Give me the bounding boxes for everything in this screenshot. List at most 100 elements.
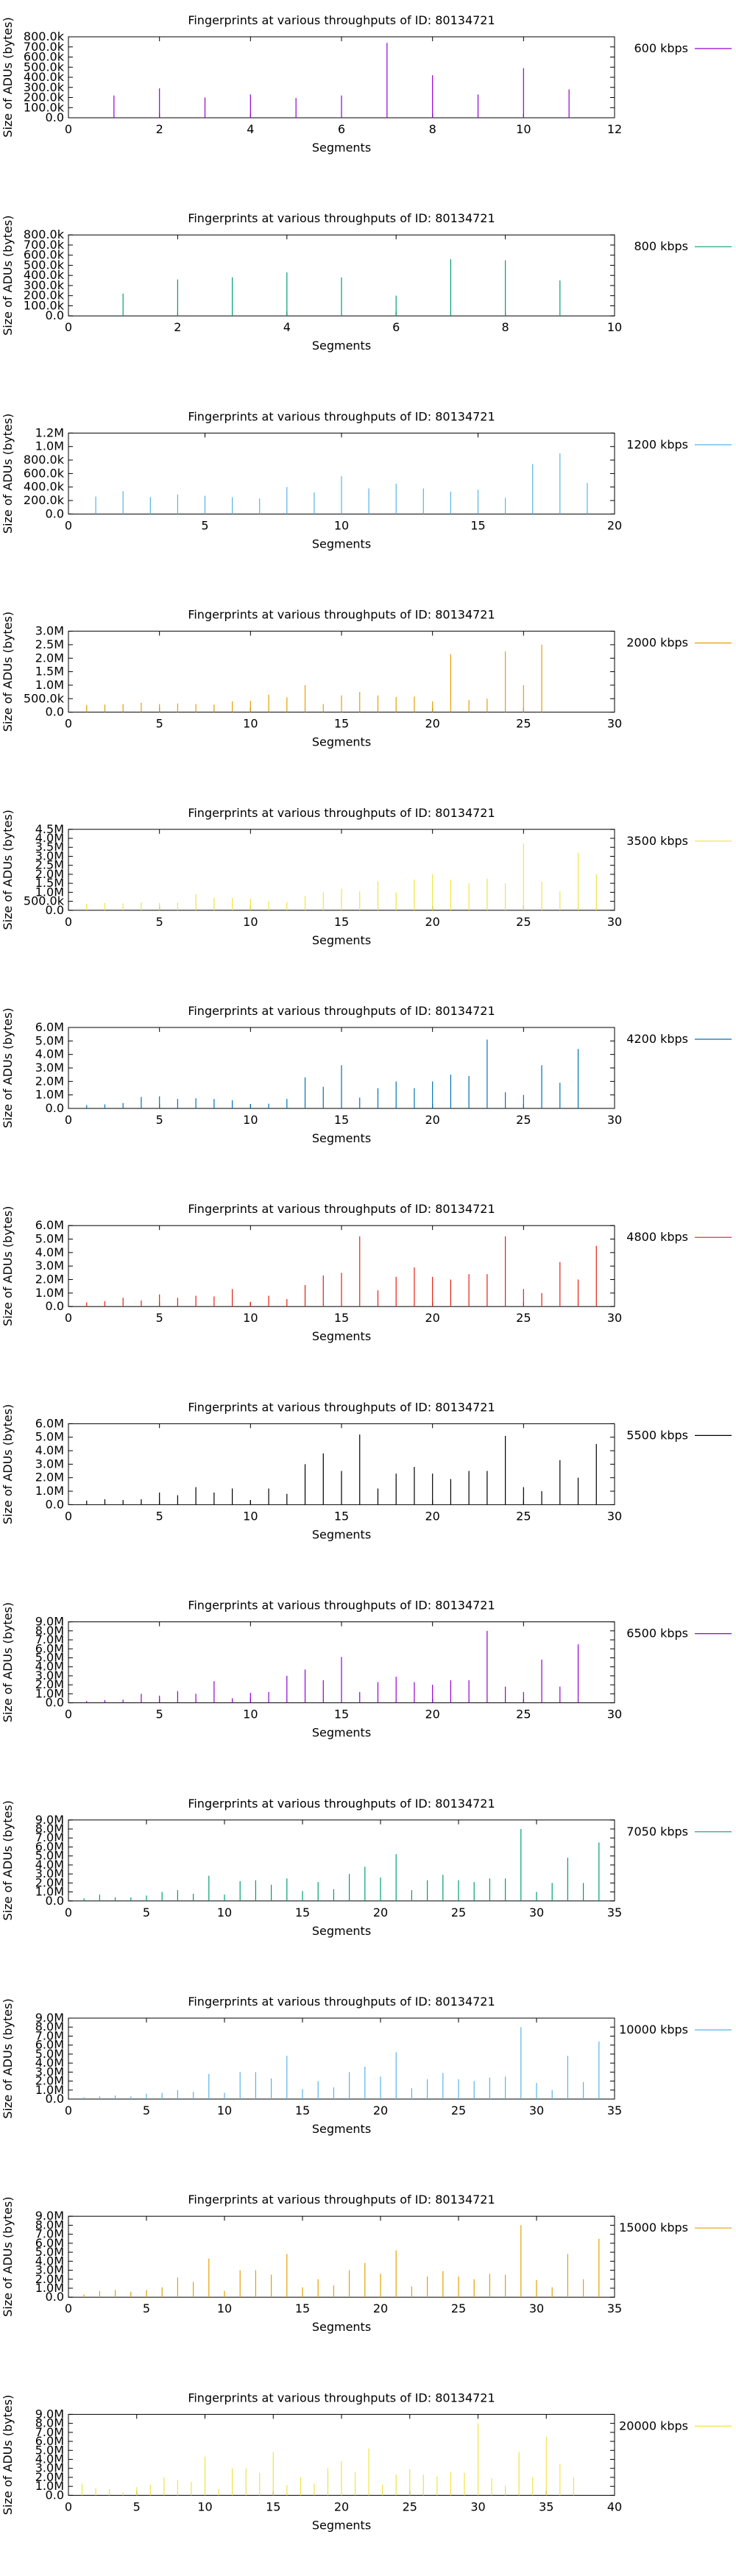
x-tick-label: 20 xyxy=(425,717,439,731)
x-tick-label: 30 xyxy=(470,2499,485,2513)
y-tick-label: 0.0 xyxy=(46,1101,64,1115)
x-tick-label: 0 xyxy=(65,122,72,136)
y-tick-label: 1.0M xyxy=(35,1088,64,1102)
y-tick-label: 3.0M xyxy=(35,1259,64,1273)
x-tick-label: 30 xyxy=(607,1113,622,1127)
y-tick-label: 5.0M xyxy=(35,1650,64,1664)
y-tick-label: 2.0M xyxy=(35,1875,64,1889)
chart-title: Fingerprints at various throughputs of I… xyxy=(188,2193,495,2207)
x-tick-label: 2 xyxy=(174,320,181,334)
y-tick-label: 5.0M xyxy=(35,1033,64,1047)
y-axis-label: Size of ADUs (bytes) xyxy=(1,2395,15,2515)
x-tick-label: 4 xyxy=(283,320,291,334)
y-tick-label: 500.0k xyxy=(24,258,65,272)
x-tick-label: 10 xyxy=(217,1906,232,1919)
y-tick-label: 3.0M xyxy=(35,1457,64,1471)
x-tick-label: 10 xyxy=(217,2103,232,2117)
y-axis-label: Size of ADUs (bytes) xyxy=(1,1602,15,1722)
x-tick-label: 0 xyxy=(65,1708,72,1722)
chart-panel: Fingerprints at various throughputs of I… xyxy=(1,1797,732,1938)
x-tick-label: 15 xyxy=(334,1708,349,1722)
x-axis-label: Segments xyxy=(312,2122,371,2136)
x-tick-label: 0 xyxy=(65,1113,72,1127)
chart-title: Fingerprints at various throughputs of I… xyxy=(188,1004,495,1018)
y-tick-label: 0.0 xyxy=(46,2290,64,2304)
y-tick-label: 5.0M xyxy=(35,1849,64,1863)
x-tick-label: 12 xyxy=(607,122,622,136)
x-tick-label: 30 xyxy=(607,1311,622,1325)
x-tick-label: 20 xyxy=(425,915,439,929)
y-tick-label: 4.0M xyxy=(35,1660,64,1674)
x-tick-label: 0 xyxy=(65,717,72,731)
y-tick-label: 8.0M xyxy=(35,1624,64,1638)
chart-title: Fingerprints at various throughputs of I… xyxy=(188,1202,495,1216)
y-tick-label: 3.0M xyxy=(35,1061,64,1075)
y-tick-label: 0.0 xyxy=(46,2488,64,2502)
x-tick-label: 30 xyxy=(607,1708,622,1722)
y-tick-label: 0.0 xyxy=(46,2092,64,2106)
y-axis-label: Size of ADUs (bytes) xyxy=(1,215,15,335)
chart-title: Fingerprints at various throughputs of I… xyxy=(188,1995,495,2009)
y-axis-label: Size of ADUs (bytes) xyxy=(1,1998,15,2118)
x-tick-label: 0 xyxy=(65,1509,72,1523)
x-tick-label: 5 xyxy=(156,1509,163,1523)
plot-frame xyxy=(68,2017,615,2100)
x-axis-label: Segments xyxy=(312,1329,371,1343)
y-tick-label: 700.0k xyxy=(24,238,65,252)
plot-frame xyxy=(68,1819,615,1902)
legend-entry-label: 6500 kbps xyxy=(626,1627,688,1641)
x-tick-label: 20 xyxy=(373,2301,388,2315)
x-tick-label: 30 xyxy=(529,2103,544,2117)
y-tick-label: 6.0M xyxy=(35,2236,64,2250)
chart-title: Fingerprints at various throughputs of I… xyxy=(188,608,495,622)
x-tick-label: 25 xyxy=(451,1906,466,1919)
y-tick-label: 9.0M xyxy=(35,2209,64,2223)
x-tick-label: 10 xyxy=(334,518,349,532)
x-tick-label: 25 xyxy=(516,915,531,929)
x-tick-label: 5 xyxy=(143,1906,150,1919)
x-axis-label: Segments xyxy=(312,141,371,155)
x-tick-label: 30 xyxy=(529,1906,544,1919)
y-tick-label: 3.0M xyxy=(35,2263,64,2277)
y-tick-label: 600.0k xyxy=(24,466,65,480)
y-tick-label: 1.5M xyxy=(35,876,64,890)
y-tick-label: 0.0 xyxy=(46,1497,64,1511)
x-tick-label: 20 xyxy=(425,1509,439,1523)
x-tick-label: 10 xyxy=(197,2499,212,2513)
x-tick-label: 5 xyxy=(156,1708,163,1722)
y-tick-label: 1.0M xyxy=(35,885,64,899)
legend-entry-label: 4800 kbps xyxy=(626,1230,688,1244)
x-tick-label: 4 xyxy=(247,122,254,136)
x-tick-label: 40 xyxy=(607,2499,622,2513)
y-tick-label: 3.0M xyxy=(35,849,64,863)
y-tick-label: 3.5M xyxy=(35,840,64,854)
x-tick-label: 0 xyxy=(65,1906,72,1919)
x-tick-label: 5 xyxy=(156,1311,163,1325)
x-tick-label: 15 xyxy=(470,518,485,532)
y-tick-label: 300.0k xyxy=(24,80,65,94)
y-tick-label: 3.0M xyxy=(35,1866,64,1880)
legend-entry-label: 15000 kbps xyxy=(619,2221,688,2234)
chart-panel: Fingerprints at various throughputs of I… xyxy=(1,1202,732,1343)
y-tick-label: 2.5M xyxy=(35,858,64,872)
x-axis-label: Segments xyxy=(312,1131,371,1145)
y-tick-label: 2.0M xyxy=(35,2470,64,2484)
y-tick-label: 7.0M xyxy=(35,2425,64,2439)
y-axis-label: Size of ADUs (bytes) xyxy=(1,612,15,732)
x-tick-label: 20 xyxy=(334,2499,349,2513)
y-axis-label: Size of ADUs (bytes) xyxy=(1,2196,15,2316)
x-tick-label: 10 xyxy=(243,1113,258,1127)
y-tick-label: 1.0M xyxy=(35,2479,64,2493)
x-tick-label: 15 xyxy=(334,915,349,929)
y-tick-label: 6.0M xyxy=(35,2038,64,2052)
y-tick-label: 600.0k xyxy=(24,50,65,64)
y-tick-label: 4.0M xyxy=(35,2056,64,2070)
chart-panel: Fingerprints at various throughputs of I… xyxy=(1,1599,732,1740)
chart-title: Fingerprints at various throughputs of I… xyxy=(188,409,495,423)
y-tick-label: 500.0k xyxy=(24,691,65,705)
x-tick-label: 15 xyxy=(266,2499,280,2513)
y-tick-label: 4.0M xyxy=(35,1443,64,1457)
x-tick-label: 10 xyxy=(243,1708,258,1722)
x-tick-label: 5 xyxy=(156,717,163,731)
y-tick-label: 400.0k xyxy=(24,268,65,282)
